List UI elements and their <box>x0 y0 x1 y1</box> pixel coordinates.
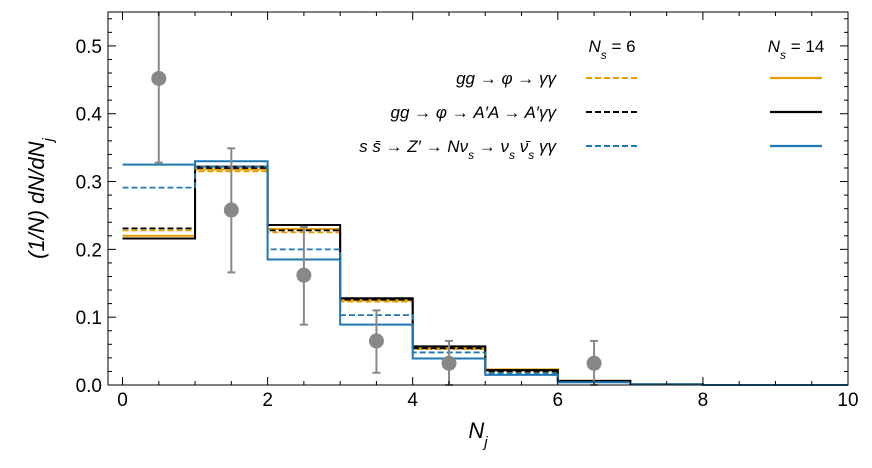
legend-entry-label: s s̄ → Z′ → Nνs → νs ν̄s γγ <box>359 137 557 162</box>
data-point <box>296 267 312 283</box>
plot-frame-rect <box>107 11 849 386</box>
x-tick-label: 4 <box>407 390 418 411</box>
legend-column-header: Ns = 6 <box>588 37 635 62</box>
data-point <box>586 355 602 371</box>
x-tick-label: 6 <box>553 390 564 411</box>
data-point <box>223 202 239 218</box>
y-tick-label: 0.0 <box>76 376 102 397</box>
x-axis-label: Nj <box>468 418 488 451</box>
y-tick-label: 0.2 <box>76 240 102 261</box>
data-point <box>368 333 384 349</box>
axis-labels: Nj (1/N) dN/dNj <box>24 137 488 450</box>
y-tick-label: 0.4 <box>76 105 103 126</box>
y-tick-label: 0.1 <box>76 308 102 329</box>
data-point <box>441 355 457 371</box>
tick-labels: 0 2 4 6 8 10 0.0 0.1 0.2 0.3 0.4 0.5 <box>76 37 859 411</box>
x-tick-label: 2 <box>262 390 273 411</box>
legend-entry-label: gg → φ → γγ <box>456 69 557 88</box>
legend: Ns = 6 Ns = 14 gg → φ → γγ gg → φ → A′A → A… <box>359 37 824 162</box>
y-tick-label: 0.5 <box>76 37 102 58</box>
x-tick-label: 8 <box>698 390 709 411</box>
legend-column-header: Ns = 14 <box>768 37 825 62</box>
y-tick-label: 0.3 <box>76 173 102 194</box>
data-point <box>151 70 167 86</box>
legend-entry-label: gg → φ → A′A → A′γγ <box>391 103 558 122</box>
plot-frame <box>107 11 849 386</box>
data-points-layer <box>151 12 602 386</box>
y-axis-label: (1/N) dN/dNj <box>24 137 57 258</box>
x-tick-label: 0 <box>117 390 128 411</box>
x-tick-label: 10 <box>837 390 858 411</box>
